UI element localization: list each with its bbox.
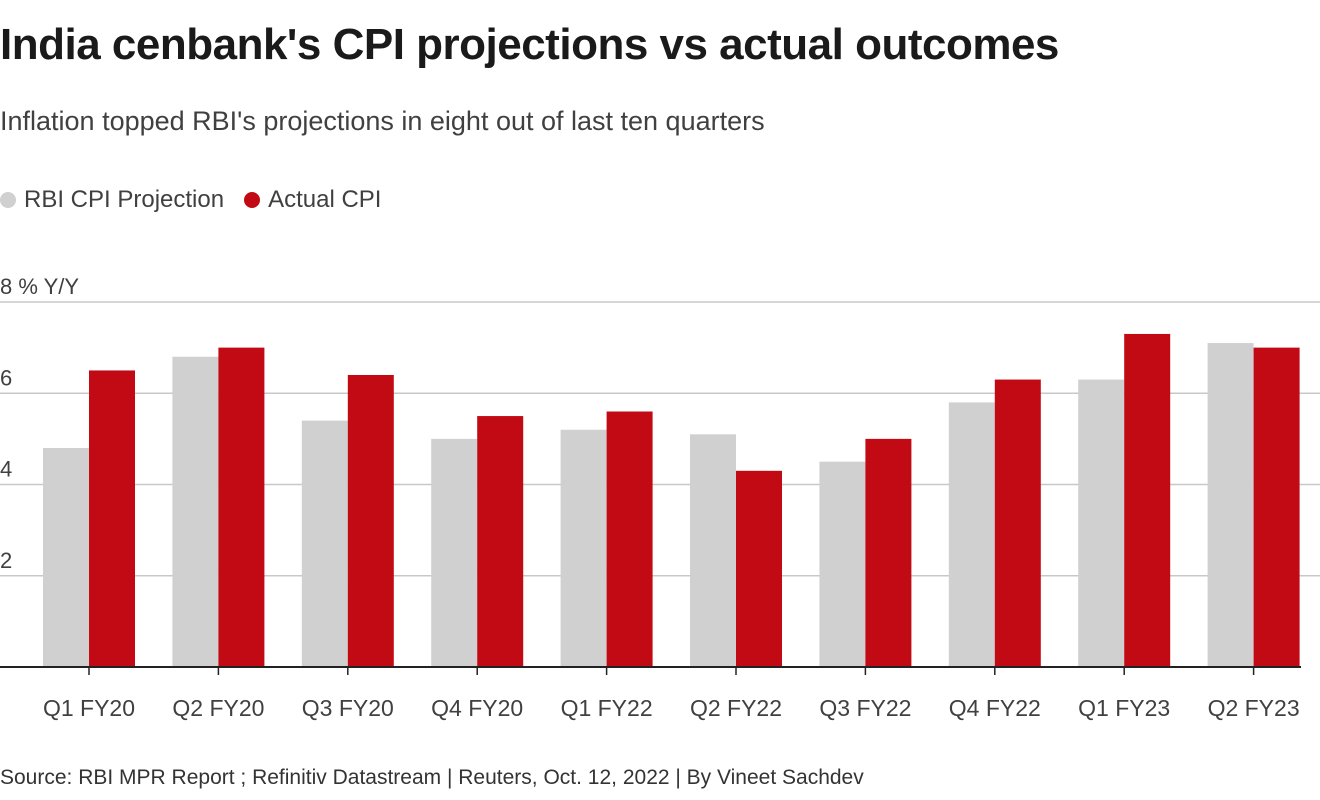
- bar-actual: [218, 347, 265, 667]
- y-tick-label: 8 % Y/Y: [0, 274, 79, 299]
- chart-subtitle: Inflation topped RBI's projections in ei…: [0, 106, 765, 136]
- bar-projection: [690, 434, 736, 667]
- legend-label-projection: RBI CPI Projection: [24, 186, 225, 213]
- bar-actual: [1124, 333, 1171, 667]
- bar-projection: [948, 402, 995, 667]
- bar-actual: [89, 370, 135, 667]
- bar-projection: [560, 429, 607, 667]
- legend-swatch-projection: [0, 192, 16, 208]
- bar-projection: [172, 356, 219, 667]
- bar-actual: [865, 438, 912, 667]
- x-tick-label: Q2 FY20: [172, 695, 264, 721]
- bar-actual: [736, 470, 782, 667]
- bar-actual: [477, 416, 524, 667]
- bar-actual: [1253, 347, 1300, 667]
- bar-actual: [994, 379, 1041, 667]
- legend-item-projection: RBI CPI Projection: [0, 186, 224, 214]
- chart-title: India cenbank's CPI projections vs actua…: [0, 20, 1059, 69]
- bar-projection: [1207, 343, 1254, 667]
- x-tick-label: Q3 FY22: [819, 695, 911, 721]
- bar-projection: [1078, 379, 1125, 667]
- y-tick-label: 6: [0, 365, 12, 390]
- legend: RBI CPI Projection Actual CPI: [0, 186, 381, 214]
- bar-actual: [347, 375, 394, 667]
- legend-label-actual: Actual CPI: [268, 186, 382, 213]
- x-tick-label: Q3 FY20: [302, 695, 394, 721]
- x-tick-label: Q4 FY20: [431, 695, 523, 721]
- y-tick-label: 2: [0, 548, 12, 573]
- x-tick-label: Q4 FY22: [949, 695, 1041, 721]
- source-note: Source: RBI MPR Report ; Refinitiv Datas…: [0, 766, 864, 789]
- x-tick-label: Q1 FY20: [43, 695, 135, 721]
- legend-item-actual: Actual CPI: [244, 186, 381, 214]
- bar-projection: [43, 448, 89, 667]
- x-tick-label: Q1 FY23: [1078, 695, 1170, 721]
- x-tick-label: Q1 FY22: [561, 695, 653, 721]
- legend-swatch-actual: [244, 192, 261, 208]
- x-tick-label: Q2 FY22: [690, 695, 782, 721]
- bar-projection: [431, 438, 478, 667]
- bar-projection: [819, 461, 866, 667]
- bar-actual: [606, 411, 653, 667]
- bar-projection: [301, 420, 348, 667]
- y-tick-label: 4: [0, 457, 12, 482]
- x-tick-label: Q2 FY23: [1208, 695, 1300, 721]
